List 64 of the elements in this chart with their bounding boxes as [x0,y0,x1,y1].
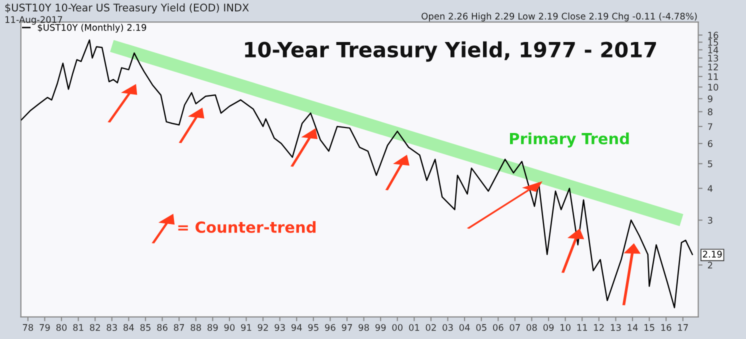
x-tick-label: 81 [73,324,84,331]
x-tick-label: 17 [678,324,688,331]
x-tick-label: 90 [224,324,235,331]
x-tick-label: 07 [510,324,520,331]
x-tick-label: 13 [610,324,621,331]
x-tick-label: 86 [157,324,168,331]
line-series [20,39,694,308]
x-tick-label: 12 [594,324,604,331]
x-tick-label: 15 [644,324,654,331]
y-tick-label: 14 [708,46,718,54]
x-tick-label: 96 [325,324,336,331]
x-tick-label: 92 [258,324,268,331]
x-tick-label: 80 [56,324,67,331]
y-tick-label: 15 [708,39,718,46]
x-tick-label: 84 [124,324,134,331]
y-tick-label: 6 [708,140,712,148]
text: Open 2.26 High 2.29 Low 2.19 Close 2.19 Chg -0.11 (-4.78%) [422,12,697,22]
y-tick-label: 16 [708,32,718,39]
x-tick-label: 00 [392,324,403,331]
x-tick-label: 88 [190,324,201,331]
y-tick-label: 13 [708,54,718,62]
y-tick-label: 8 [708,108,712,116]
x-tick-label: 08 [526,324,537,331]
x-tick-label: 89 [208,324,218,331]
annotation: Primary Trend [510,132,629,148]
x-tick-label: 11 [577,324,588,331]
x-tick-label: 10 [560,324,570,331]
y-tick-label: 10 [708,84,718,91]
x-tick-label: 91 [241,324,252,331]
x-tick-label: 87 [174,324,184,331]
x-tick-label: 79 [40,324,50,331]
text: 10-Year Treasury Yield, 1977 - 2017 [245,41,656,62]
x-tick-label: 83 [106,324,117,331]
annotation: 2.19 [702,250,722,258]
y-tick-label: 2 [708,262,712,268]
x-tick-label: 78 [22,324,34,331]
x-tick-label: 04 [459,324,470,331]
y-tick-label: 7 [708,123,712,130]
x-tick-label: 05 [476,324,486,331]
x-tick-label: 94 [291,324,302,331]
x-tick-label: 03 [442,324,453,331]
x-tick-label: 16 [661,324,672,331]
y-tick-label: 4 [708,185,713,192]
x-tick-label: 97 [342,324,352,331]
x-tick-label: 14 [628,324,638,331]
y-tick-label: 9 [708,95,712,102]
y-tick-label: 12 [708,64,718,70]
y-tick-label: 5 [708,160,712,168]
legend-label: $UST10Y (Monthly) 2.19 [38,24,146,33]
x-tick-label: 02 [426,324,436,331]
text: $UST10Y 10-Year US Treasury Yield (EOD) INDX [5,3,249,14]
x-tick-label: 09 [543,324,554,331]
annotation: = Counter-trend [178,221,316,233]
annotation: 11-Aug-2017 [5,16,62,25]
x-tick-label: 06 [493,324,504,331]
x-tick-label: 93 [274,324,285,331]
x-tick-label: 95 [308,324,318,331]
x-tick-label: 01 [409,324,420,331]
y-tick-label: 11 [708,73,718,80]
x-tick-label: 99 [375,324,386,331]
y-tick-label: 3 [708,216,712,224]
x-tick-label: 85 [140,324,150,331]
x-tick-label: 82 [90,324,100,331]
x-tick-label: 98 [358,324,369,331]
